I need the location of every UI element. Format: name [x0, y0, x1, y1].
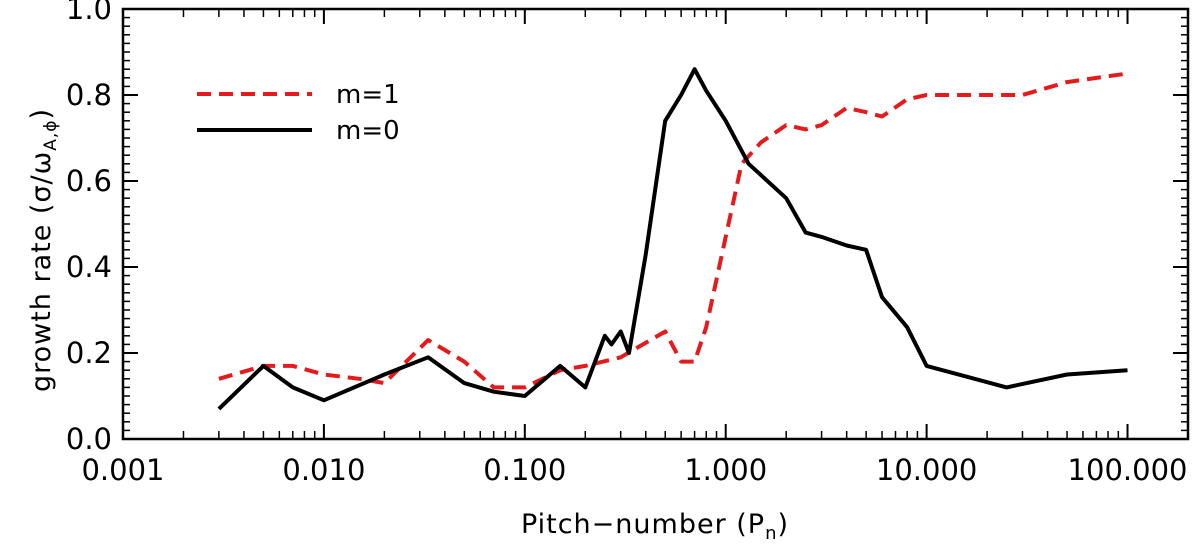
- y-axis-ticks: 0.0 0.2 0.4 0.6 0.8 1.0: [66, 0, 1188, 456]
- x-axis-title: Pitch−number (Pn): [521, 509, 789, 544]
- y-axis-title-subscript: A,ϕ: [41, 119, 61, 150]
- y-tick-label: 0.8: [66, 78, 112, 112]
- legend-label-m0: m=0: [336, 116, 400, 146]
- x-tick-label: 10.000: [876, 453, 977, 487]
- y-tick-label: 0.2: [66, 336, 112, 370]
- y-tick-label: 1.0: [66, 0, 112, 26]
- legend: m=1 m=0: [197, 80, 400, 146]
- series-line-m1: [218, 71, 1128, 390]
- x-tick-label: 0.010: [282, 453, 365, 487]
- y-tick-label: 0.4: [66, 250, 112, 284]
- y-tick-label: 0.6: [66, 164, 112, 198]
- series-line-m0: [217, 67, 1128, 411]
- x-axis-ticks: 0.001 0.010 0.100 1.000 10.000 100.000: [81, 9, 1189, 487]
- series-layer: [217, 67, 1128, 411]
- x-tick-label: 0.100: [483, 453, 566, 487]
- legend-label-m1: m=1: [336, 80, 400, 110]
- y-axis-title: growth rate (σ/ωA,ϕ): [26, 108, 61, 392]
- y-tick-label: 0.0: [66, 422, 112, 456]
- x-axis-title-subscript: n: [765, 523, 777, 544]
- plot-frame: [121, 7, 1190, 441]
- x-tick-label: 0.001: [81, 453, 164, 487]
- x-tick-label: 1.000: [684, 453, 767, 487]
- x-tick-label: 100.000: [1068, 453, 1188, 487]
